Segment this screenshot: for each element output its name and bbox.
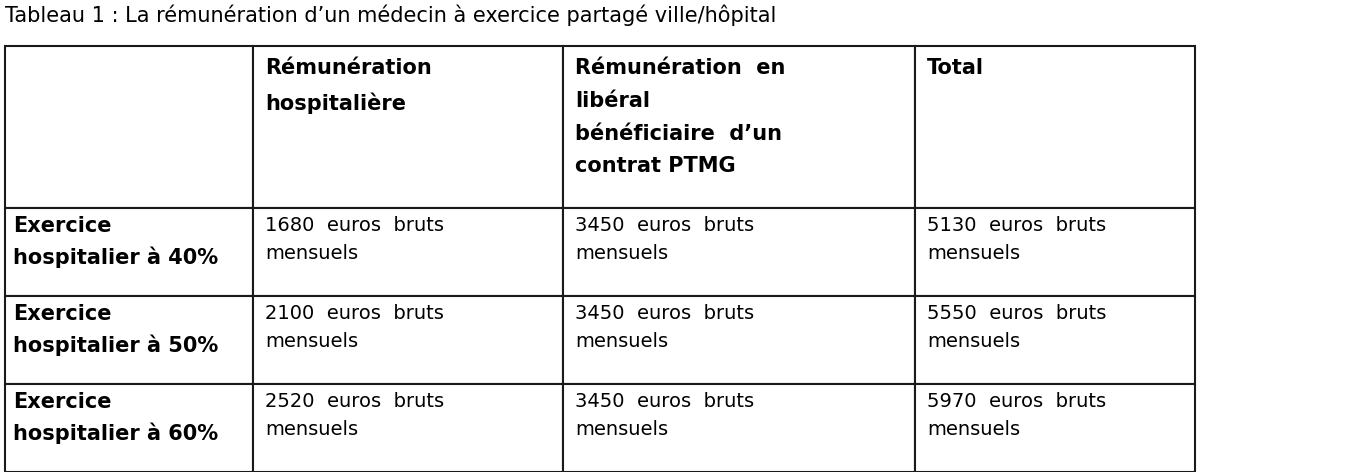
Text: 2100  euros  bruts
mensuels: 2100 euros bruts mensuels bbox=[265, 304, 444, 351]
Text: 5550  euros  bruts
mensuels: 5550 euros bruts mensuels bbox=[927, 304, 1106, 351]
Bar bbox=[252, 384, 563, 472]
Text: 5130  euros  bruts
mensuels: 5130 euros bruts mensuels bbox=[927, 216, 1106, 263]
Bar bbox=[563, 384, 915, 472]
Bar bbox=[252, 46, 563, 208]
Text: 2520  euros  bruts
mensuels: 2520 euros bruts mensuels bbox=[265, 392, 444, 439]
Bar bbox=[563, 296, 915, 384]
Bar bbox=[252, 208, 563, 296]
Text: Exercice
hospitalier à 40%: Exercice hospitalier à 40% bbox=[14, 216, 218, 268]
Text: 3450  euros  bruts
mensuels: 3450 euros bruts mensuels bbox=[575, 216, 754, 263]
Text: Rémunération  en
libéral
bénéficiaire  d’un
contrat PTMG: Rémunération en libéral bénéficiaire d’u… bbox=[575, 58, 786, 177]
Text: Tableau 1 : La rémunération d’un médecin à exercice partagé ville/hôpital: Tableau 1 : La rémunération d’un médecin… bbox=[5, 4, 776, 25]
Text: 1680  euros  bruts
mensuels: 1680 euros bruts mensuels bbox=[265, 216, 444, 263]
Text: Rémunération
hospitalière: Rémunération hospitalière bbox=[265, 58, 432, 113]
Bar bbox=[563, 46, 915, 208]
Bar bbox=[5, 296, 252, 384]
Text: Total: Total bbox=[927, 58, 984, 78]
Bar bbox=[915, 384, 1196, 472]
Text: Exercice
hospitalier à 50%: Exercice hospitalier à 50% bbox=[14, 304, 218, 356]
Text: 5970  euros  bruts
mensuels: 5970 euros bruts mensuels bbox=[927, 392, 1106, 439]
Bar bbox=[915, 46, 1196, 208]
Bar bbox=[5, 208, 252, 296]
Text: 3450  euros  bruts
mensuels: 3450 euros bruts mensuels bbox=[575, 304, 754, 351]
Bar bbox=[915, 296, 1196, 384]
Bar bbox=[252, 296, 563, 384]
Bar bbox=[5, 384, 252, 472]
Text: Exercice
hospitalier à 60%: Exercice hospitalier à 60% bbox=[14, 392, 218, 444]
Bar bbox=[5, 46, 252, 208]
Bar bbox=[915, 208, 1196, 296]
Bar bbox=[563, 208, 915, 296]
Text: 3450  euros  bruts
mensuels: 3450 euros bruts mensuels bbox=[575, 392, 754, 439]
